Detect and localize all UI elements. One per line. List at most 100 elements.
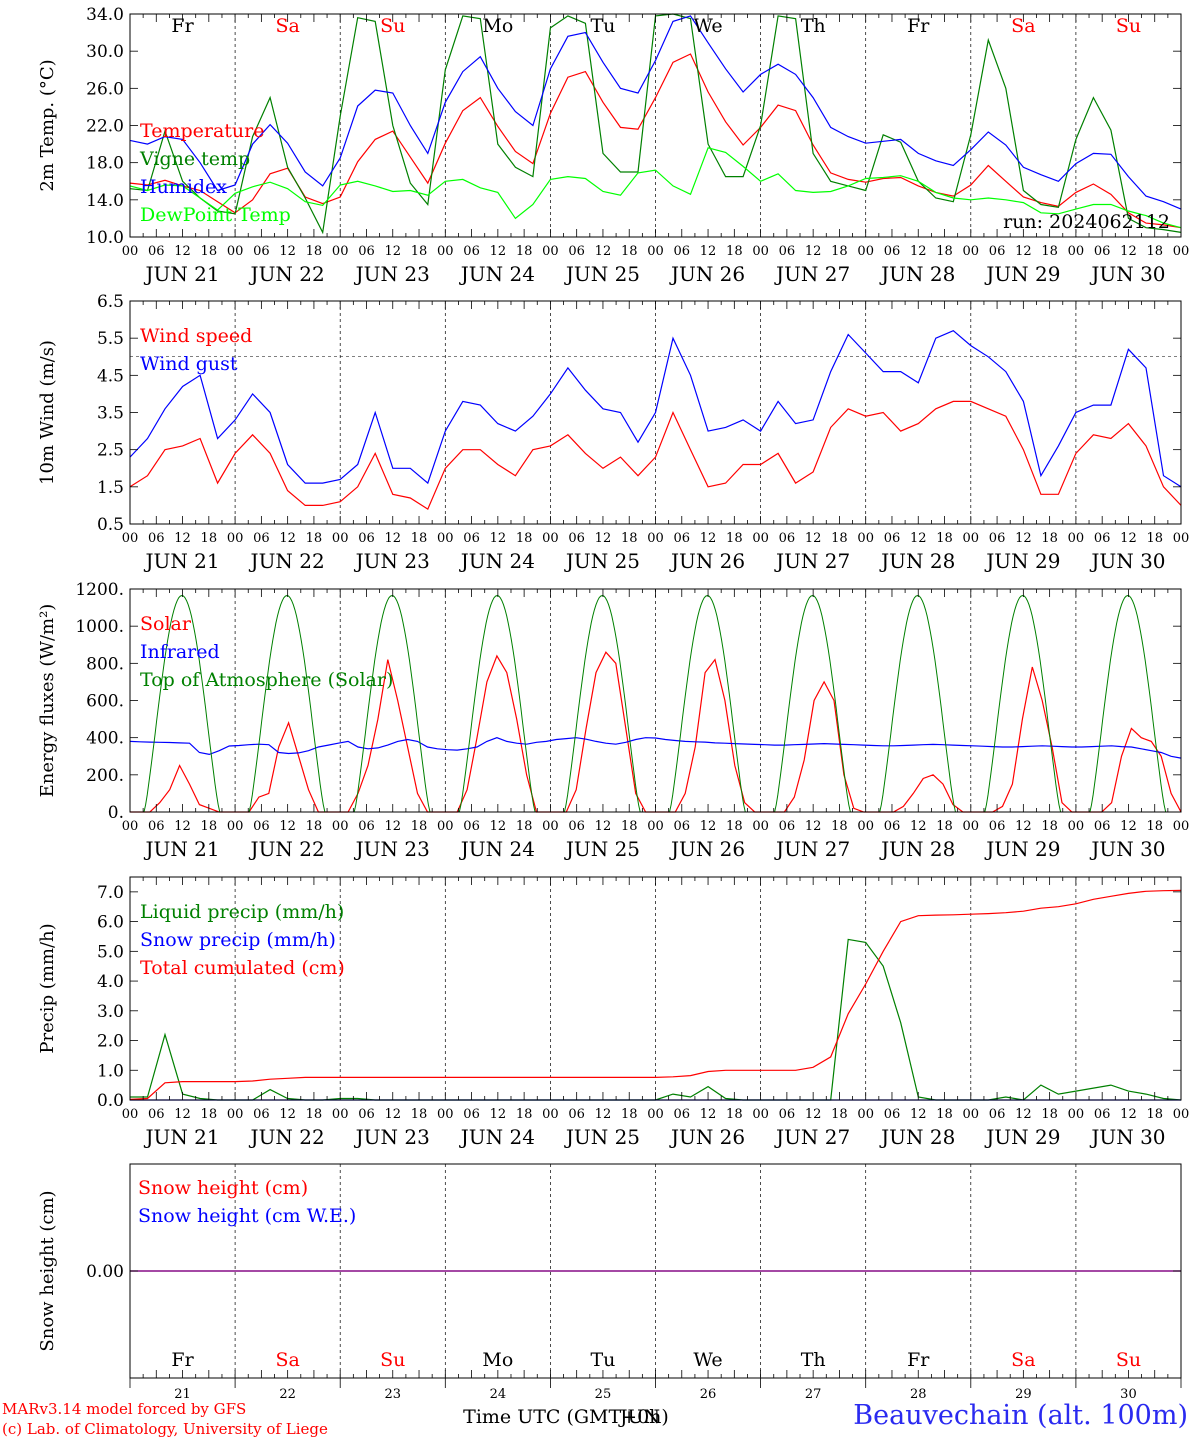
- hour-tick-label: 12: [805, 1107, 822, 1122]
- weekday-label: Mo: [482, 1349, 513, 1371]
- hour-tick-label: 18: [831, 244, 848, 259]
- series-line-dewpoint-temp: [129, 147, 1182, 229]
- x-axis-title: Time UTC (GMT+0h): [463, 1406, 669, 1428]
- hour-tick-label: 00: [437, 1107, 454, 1122]
- hour-tick-label: 00: [647, 1107, 664, 1122]
- hour-tick-label: 18: [1146, 244, 1163, 259]
- hour-tick-label: 06: [779, 531, 796, 546]
- plot-frame: [129, 588, 1182, 813]
- hour-tick-label: 06: [253, 819, 270, 834]
- date-label: JUN 24: [459, 262, 535, 286]
- weekday-label: Th: [801, 15, 826, 37]
- legend-entry: Snow height (cm): [138, 1177, 308, 1199]
- day-number-label: 29: [1015, 1387, 1032, 1402]
- legend-entry: Wind speed: [140, 325, 252, 347]
- y-tick-label: 6.5: [97, 292, 124, 312]
- hour-tick-label: 00: [332, 1107, 349, 1122]
- legend-entry: Snow height (cm W.E.): [138, 1205, 356, 1227]
- day-number-label: 30: [1120, 1387, 1137, 1402]
- date-label: JUN 25: [564, 262, 640, 286]
- date-label: JUN 30: [1089, 549, 1165, 573]
- weekday-label: Tu: [590, 1349, 615, 1371]
- hour-tick-label: 06: [779, 819, 796, 834]
- y-tick-label: 1.0: [97, 1061, 124, 1081]
- hour-tick-label: 06: [358, 531, 375, 546]
- hour-tick-label: 18: [621, 531, 638, 546]
- hour-tick-label: 12: [174, 819, 191, 834]
- date-label: JUN 30: [1089, 1125, 1165, 1149]
- date-label: JUN 27: [774, 262, 850, 286]
- hour-tick-label: 00: [647, 244, 664, 259]
- hour-tick-label: 12: [1120, 1107, 1137, 1122]
- date-label: JUN 29: [984, 262, 1060, 286]
- date-label: JUN 28: [879, 262, 955, 286]
- panel-temperature: 00 06 12 18 00 06 12 18 00 06 12 18 00 06 12 18 00 06 12 18…: [37, 5, 1189, 286]
- weekday-label: Su: [380, 15, 405, 37]
- y-tick-label: 10.0: [86, 228, 124, 248]
- hour-tick-label: 06: [253, 531, 270, 546]
- date-label: JUN 23: [354, 837, 430, 861]
- hour-tick-label: 12: [1120, 531, 1137, 546]
- hour-tick-label: 18: [516, 244, 533, 259]
- hour-tick-label: 06: [989, 819, 1006, 834]
- weekday-label: Sa: [1011, 15, 1035, 37]
- day-number-label: 28: [910, 1387, 927, 1402]
- hour-tick-label: 06: [989, 1107, 1006, 1122]
- hour-tick-label: 00: [227, 819, 244, 834]
- hour-tick-label: 18: [516, 1107, 533, 1122]
- hour-tick-label: 06: [674, 244, 691, 259]
- weekday-label: Tu: [590, 15, 615, 37]
- date-label: JUN 23: [354, 549, 430, 573]
- hour-tick-label: 00: [1068, 1107, 1085, 1122]
- hour-tick-label: 12: [1015, 244, 1032, 259]
- hour-tick-label: 12: [700, 1107, 717, 1122]
- date-label: JUN 25: [564, 1125, 640, 1149]
- date-label: JUN 30: [1089, 262, 1165, 286]
- hour-tick-label: 12: [910, 531, 927, 546]
- hour-tick-label: 00: [227, 531, 244, 546]
- hour-tick-label: 00: [122, 531, 139, 546]
- hour-tick-label: 18: [1041, 244, 1058, 259]
- hour-tick-label: 12: [1120, 819, 1137, 834]
- hour-tick-label: 12: [805, 244, 822, 259]
- y-tick-label: 14.0: [86, 191, 124, 211]
- legend-entry: Liquid precip (mm/h): [140, 901, 344, 923]
- legend-entry: Humidex: [140, 176, 227, 198]
- y-tick-label: 0.5: [97, 515, 124, 535]
- hour-tick-label: 12: [805, 819, 822, 834]
- hour-tick-label: 12: [910, 244, 927, 259]
- legend-entry: DewPoint Temp: [140, 204, 291, 226]
- hour-tick-label: 12: [384, 1107, 401, 1122]
- date-label: JUN 27: [774, 837, 850, 861]
- series-line-wind-speed: [129, 400, 1182, 510]
- hour-tick-label: 06: [884, 819, 901, 834]
- hour-tick-label: 18: [726, 244, 743, 259]
- weekday-label: Sa: [1011, 1349, 1035, 1371]
- model-credit: MARv3.14 model forced by GFS: [2, 1400, 247, 1418]
- date-label: JUN 21: [143, 262, 219, 286]
- weekday-label: Sa: [275, 1349, 299, 1371]
- y-axis-label: Energy fluxes (W/m²): [37, 604, 58, 798]
- hour-tick-label: 12: [700, 531, 717, 546]
- date-label: JUN 25: [564, 549, 640, 573]
- hour-tick-label: 06: [148, 244, 165, 259]
- hour-tick-label: 00: [542, 819, 559, 834]
- hour-tick-label: 06: [1094, 531, 1111, 546]
- hour-tick-label: 18: [1041, 531, 1058, 546]
- lab-credit: (c) Lab. of Climatology, University of L…: [2, 1420, 328, 1438]
- hour-tick-label: 12: [1015, 1107, 1032, 1122]
- y-tick-label: 400.: [86, 729, 124, 749]
- date-label: JUN 21: [143, 549, 219, 573]
- hour-tick-label: 00: [1068, 244, 1085, 259]
- y-tick-label: 600.: [86, 692, 124, 712]
- day-number-label: 27: [805, 1387, 822, 1402]
- date-label: JUN 22: [249, 837, 325, 861]
- date-label: JUN 23: [354, 1125, 430, 1149]
- y-tick-label: 5.0: [97, 942, 124, 962]
- y-tick-label: 6.0: [97, 913, 124, 933]
- panel-energy: 00 06 12 18 00 06 12 18 00 06 12 18 00 06 12 18 00 06 12 18…: [37, 580, 1189, 861]
- hour-tick-label: 12: [279, 819, 296, 834]
- legend-entry: Temperature: [140, 120, 264, 142]
- hour-tick-label: 06: [568, 244, 585, 259]
